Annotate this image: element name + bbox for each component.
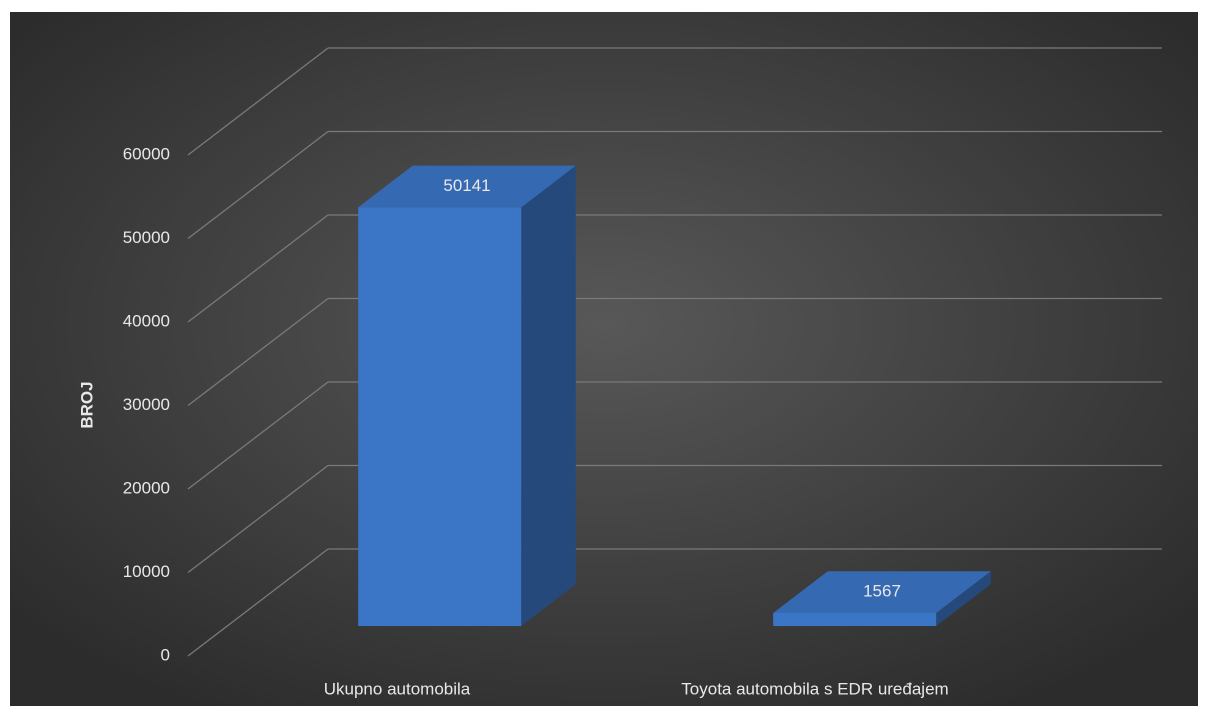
x-tick-label: Toyota automobila s EDR uređajem — [681, 679, 948, 698]
plot-background — [10, 12, 1198, 706]
bar-top — [358, 165, 576, 208]
data-label: 1567 — [863, 582, 901, 601]
x-tick-label: Ukupno automobila — [324, 679, 471, 698]
y-tick-label: 60000 — [123, 144, 170, 163]
y-axis-title: BROJ — [77, 381, 96, 428]
y-tick-label: 10000 — [123, 562, 170, 581]
y-tick-label: 40000 — [123, 311, 170, 330]
y-tick-label: 50000 — [123, 228, 170, 247]
bar-front — [358, 207, 522, 627]
grid-line — [187, 381, 329, 490]
bar-top — [773, 571, 991, 613]
y-tick-label: 0 — [161, 645, 170, 664]
data-label: 50141 — [443, 176, 490, 195]
grid-line — [187, 464, 329, 574]
bar-front — [773, 612, 937, 627]
y-tick-label: 30000 — [123, 395, 170, 414]
grid-line — [187, 297, 329, 407]
grid-line — [187, 130, 329, 240]
bar-side — [936, 571, 991, 627]
bar-side — [521, 165, 576, 627]
grid-line — [187, 47, 329, 156]
y-tick-label: 20000 — [123, 478, 170, 497]
grid-line — [187, 214, 329, 323]
grid-line — [187, 548, 329, 657]
